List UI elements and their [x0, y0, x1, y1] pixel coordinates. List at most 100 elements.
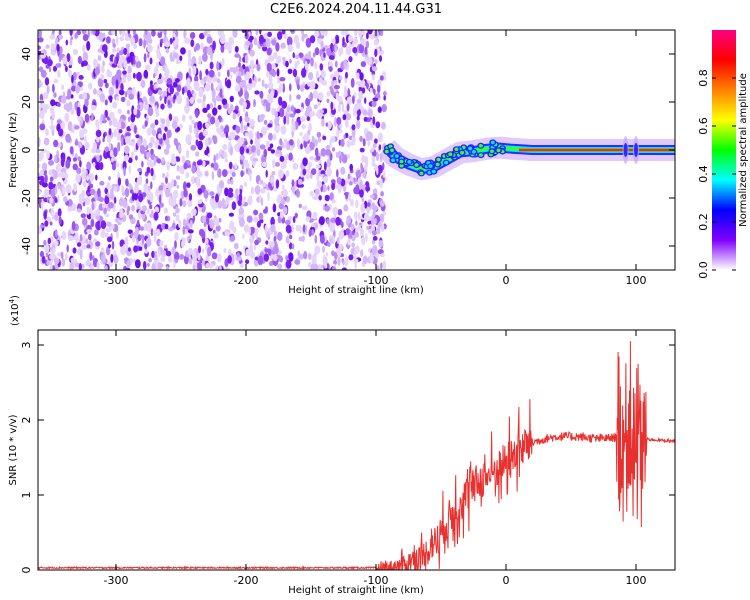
noise-point [345, 113, 351, 121]
signal-blob-core [478, 153, 483, 157]
y-tick-label: 0 [20, 147, 33, 154]
noise-point [161, 157, 165, 164]
noise-point [62, 154, 66, 163]
noise-point [164, 188, 171, 198]
noise-point [265, 240, 269, 245]
x-tick-label: 0 [503, 274, 510, 287]
noise-point [275, 179, 280, 189]
noise-point [140, 234, 145, 239]
noise-point [108, 111, 115, 120]
noise-point [66, 244, 69, 253]
noise-point [127, 116, 131, 122]
noise-point [135, 155, 138, 161]
noise-point [204, 149, 209, 156]
noise-point [209, 102, 214, 109]
figure-title: C2E6.2024.204.11.44.G31 [270, 2, 442, 17]
noise-point [254, 239, 259, 246]
noise-point [218, 218, 222, 223]
noise-point [282, 56, 286, 62]
noise-point [308, 229, 312, 237]
noise-point [272, 254, 278, 262]
noise-point [265, 140, 270, 148]
noise-point [154, 250, 158, 261]
noise-point [170, 56, 175, 62]
noise-point [228, 224, 235, 230]
noise-point [38, 45, 41, 50]
colorbar-tick-label: 0.8 [697, 69, 710, 87]
noise-point [233, 242, 239, 250]
noise-point [126, 109, 130, 115]
noise-point [50, 207, 54, 217]
noise-point [308, 122, 312, 133]
noise-point [126, 56, 132, 63]
noise-point [66, 53, 71, 62]
noise-point [312, 52, 316, 58]
noise-point [100, 247, 105, 253]
noise-point [38, 163, 41, 168]
noise-point [249, 244, 253, 250]
noise-point [289, 83, 292, 92]
noise-point [282, 83, 286, 93]
noise-point [309, 190, 314, 197]
noise-point [127, 247, 131, 252]
noise-point [285, 224, 292, 234]
noise-point [267, 146, 272, 152]
noise-point [336, 169, 339, 178]
noise-point [81, 194, 85, 203]
noise-point [351, 234, 356, 242]
noise-point [355, 170, 362, 179]
noise-point [305, 174, 311, 179]
noise-point [206, 103, 211, 111]
noise-point [126, 43, 131, 48]
noise-point [379, 200, 385, 207]
noise-point [155, 104, 158, 115]
noise-point [236, 252, 240, 258]
noise-point [174, 231, 179, 241]
y-tick-label: -40 [20, 237, 33, 255]
noise-point [147, 159, 153, 167]
noise-point [283, 142, 287, 149]
noise-point [165, 47, 170, 54]
noise-point [144, 249, 148, 254]
noise-point [41, 255, 46, 264]
noise-point [305, 146, 311, 155]
noise-point [291, 179, 295, 187]
noise-point [133, 124, 137, 134]
noise-point [139, 144, 145, 155]
noise-point [40, 69, 47, 78]
noise-point [61, 230, 67, 241]
y-tick-label: -20 [20, 189, 33, 207]
noise-point [188, 193, 193, 201]
noise-point [150, 181, 153, 190]
noise-point [263, 119, 268, 125]
noise-point [331, 266, 336, 270]
noise-point [158, 185, 164, 192]
noise-point [272, 159, 276, 168]
noise-point [358, 30, 362, 38]
noise-point [212, 135, 218, 145]
noise-point [369, 254, 374, 264]
noise-point [68, 60, 72, 66]
noise-point [134, 191, 138, 201]
noise-point [88, 82, 93, 90]
noise-point [345, 45, 352, 56]
noise-point [330, 136, 336, 143]
noise-point [92, 30, 96, 36]
noise-point [280, 162, 287, 170]
noise-point [52, 169, 56, 175]
noise-point [300, 106, 304, 112]
signal-blob-core [435, 162, 440, 167]
noise-point [187, 57, 192, 67]
noise-point [278, 96, 283, 106]
noise-point [320, 40, 324, 50]
noise-point [161, 118, 166, 125]
noise-point [283, 33, 288, 39]
noise-point [82, 180, 87, 188]
noise-point [176, 207, 180, 214]
noise-point [355, 184, 360, 193]
noise-point [288, 252, 294, 262]
noise-point [326, 98, 330, 103]
noise-point [154, 206, 160, 213]
noise-point [95, 129, 102, 138]
